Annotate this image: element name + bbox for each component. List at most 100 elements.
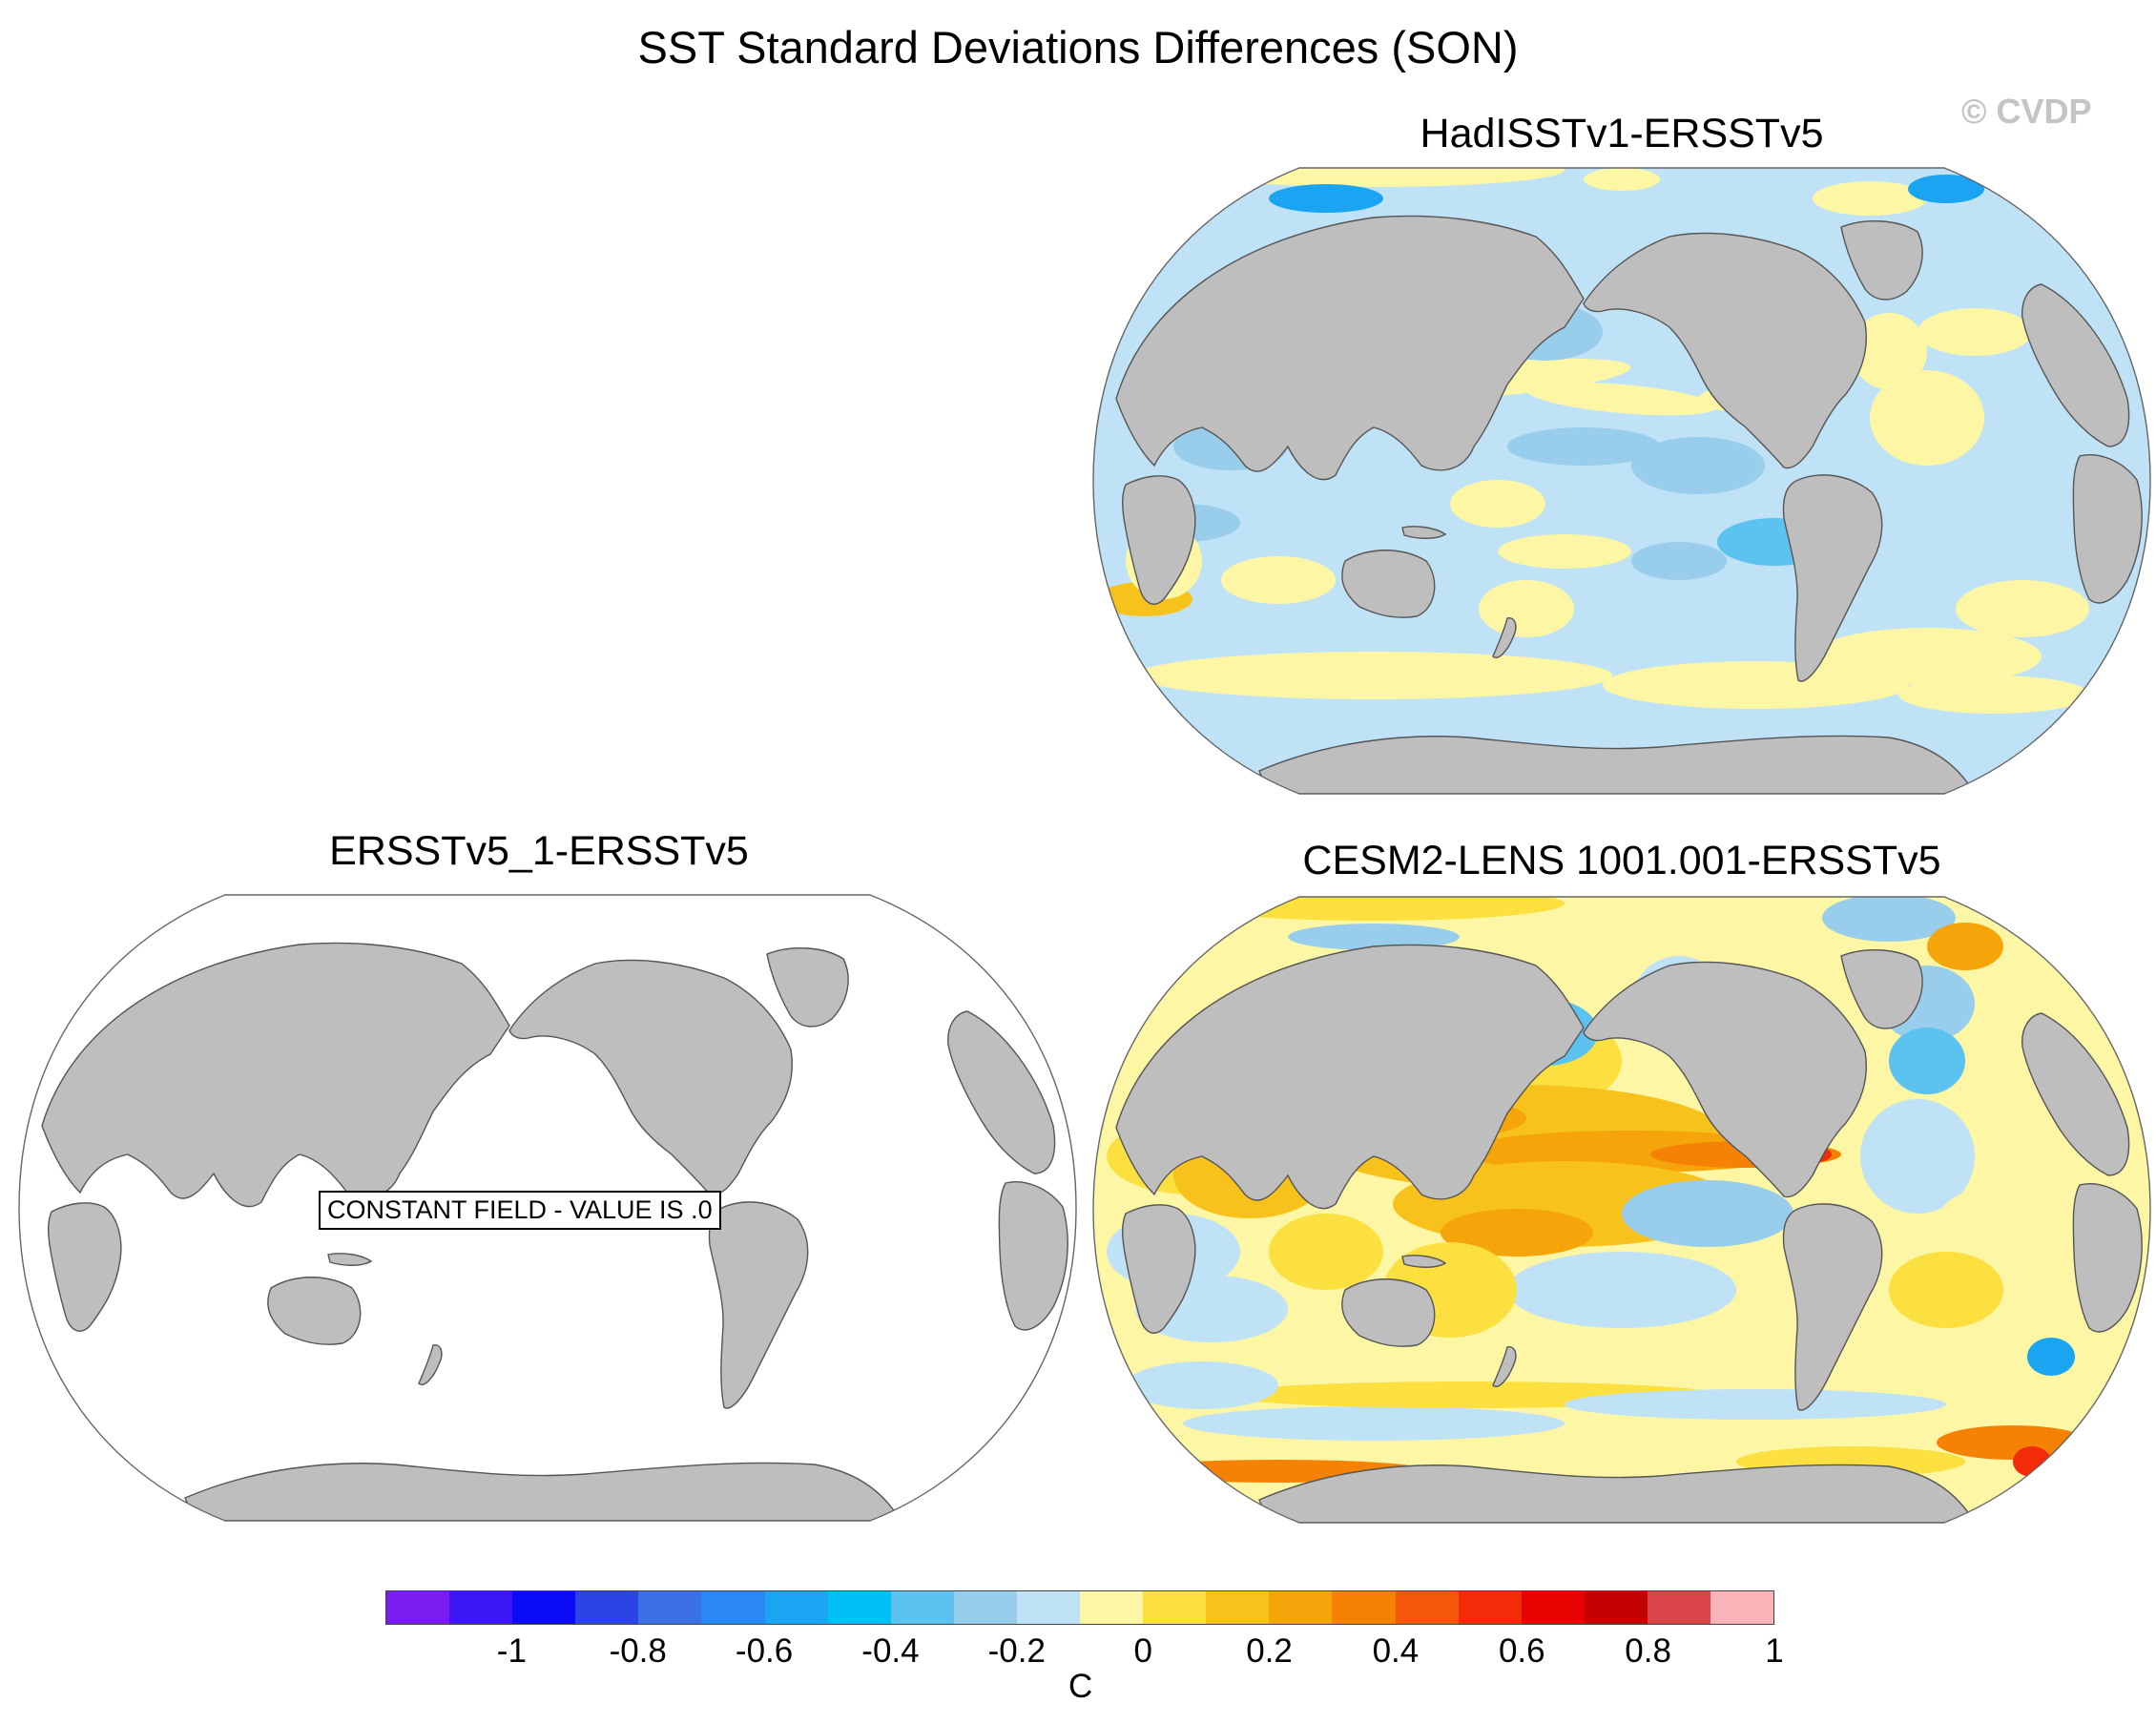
colorbar-tick: -0.4 [861, 1632, 920, 1670]
colorbar-bin [1584, 1591, 1648, 1624]
land-eurasia [1115, 215, 1585, 481]
land-north-america [508, 959, 793, 1196]
land-north-america [1583, 232, 1867, 469]
anomaly-contour [1269, 1214, 1383, 1290]
map-content [1093, 168, 2150, 794]
anomaly-contour [1603, 661, 1908, 709]
colorbar-tick: -1 [496, 1632, 527, 1670]
land-europe-east [2021, 1012, 2130, 1176]
anomaly-contour [1918, 308, 2032, 356]
anomaly-contour [1631, 437, 1765, 494]
colorbar-bin [1332, 1591, 1396, 1624]
figure-title: SST Standard Deviations Differences (SON… [637, 22, 1519, 73]
colorbar-bin [638, 1591, 702, 1624]
land-australia [267, 1277, 362, 1345]
copyright-watermark: © CVDP [1961, 92, 2092, 131]
colorbar-bin [575, 1591, 639, 1624]
colorbar-bin [1080, 1591, 1144, 1624]
anomaly-contour [2027, 1338, 2075, 1376]
anomaly-contour [1898, 675, 2089, 714]
land-new-zealand [418, 1344, 443, 1385]
colorbar-bin [764, 1591, 828, 1624]
anomaly-contour [1631, 542, 1727, 580]
land-new-zealand [1492, 1346, 1517, 1387]
land-greenland [766, 946, 849, 1028]
colorbar-tick: -0.2 [987, 1632, 1046, 1670]
anomaly-contour [1851, 313, 1927, 389]
anomaly-contour [1908, 175, 1984, 203]
colorbar-bin [1016, 1591, 1081, 1624]
anomaly-contour [1622, 1180, 1793, 1247]
anomaly-contour [1507, 427, 1660, 466]
colorbar-unit-label: C [1068, 1668, 1093, 1705]
anomaly-contour [1221, 556, 1336, 604]
land-antarctica [1258, 735, 1977, 794]
colorbar-tick: 0.8 [1625, 1632, 1671, 1670]
land-australia [1341, 1278, 1436, 1347]
panel-title-ersstv5-1: ERSSTv5_1-ERSSTv5 [329, 828, 749, 874]
anomaly-contour [1507, 1252, 1736, 1328]
land-south-america [1782, 1203, 1883, 1411]
anomaly-contour [1288, 924, 1460, 950]
anomaly-contour [1565, 1389, 1946, 1420]
anomaly-contour [1889, 1252, 2003, 1328]
colorbar-tick: -0.8 [609, 1632, 667, 1670]
anomaly-contour [1927, 923, 2003, 970]
anomaly-contour [1479, 580, 1574, 637]
anomaly-contour [1956, 580, 2089, 637]
colorbar-tick: 0 [1133, 1632, 1152, 1670]
constant-field-note: CONSTANT FIELD - VALUE IS .0 [319, 1191, 721, 1230]
map-border [18, 894, 1077, 1522]
colorbar-bin [1395, 1591, 1459, 1624]
land-greenland [1840, 219, 1923, 301]
land-antarctica [1258, 1464, 1977, 1523]
land-africa-east [2072, 1183, 2143, 1333]
panel-title-cesm2: CESM2-LENS 1001.001-ERSSTv5 [1302, 838, 1941, 883]
land-africa [1121, 475, 1196, 605]
anomaly-contour [1813, 628, 2042, 685]
map-content [1093, 897, 2150, 1523]
land-new-guinea [1401, 526, 1447, 539]
anomaly-contour [1937, 1185, 2070, 1261]
land-africa-east [2072, 454, 2143, 604]
map-panel-hadisst [1092, 167, 2151, 795]
colorbar-bin [1143, 1591, 1207, 1624]
colorbar-bin [386, 1591, 450, 1624]
colorbar-tick: 0.6 [1498, 1632, 1545, 1670]
anomaly-contour [1183, 1406, 1565, 1441]
land-africa [47, 1202, 122, 1332]
land-antarctica [184, 1462, 902, 1521]
colorbar-tick: 1 [1765, 1632, 1784, 1670]
land-new-guinea [1401, 1255, 1447, 1268]
land-south-america [1782, 474, 1883, 682]
map-panel-cesm2 [1092, 896, 2151, 1524]
land-europe-east [2021, 283, 2130, 447]
anomaly-contour [1870, 370, 1984, 466]
anomaly-contour [1126, 1361, 1278, 1409]
land-new-guinea [327, 1253, 373, 1266]
colorbar-bin [827, 1591, 891, 1624]
colorbar-bin [953, 1591, 1017, 1624]
colorbar-bin [449, 1591, 513, 1624]
colorbar-bin [1647, 1591, 1710, 1624]
colorbar-bin [1458, 1591, 1522, 1624]
colorbar-bin [1206, 1591, 1270, 1624]
land-new-zealand [1492, 617, 1517, 658]
land-south-america [708, 1201, 809, 1409]
land-africa [1121, 1204, 1196, 1334]
anomaly-contour [1498, 534, 1631, 569]
anomaly-contour [1584, 168, 1660, 191]
anomaly-contour [1889, 1028, 1965, 1094]
anomaly-contour [1450, 480, 1545, 528]
land-europe-east [947, 1010, 1056, 1174]
land-africa-east [998, 1181, 1068, 1331]
anomaly-contour [1269, 184, 1383, 213]
land-eurasia [1115, 944, 1585, 1210]
colorbar-tick: -0.6 [735, 1632, 794, 1670]
anomaly-contour [1526, 382, 1717, 416]
colorbar-bin [1269, 1591, 1333, 1624]
anomaly-contour [1441, 1209, 1593, 1257]
colorbar-tick: 0.4 [1372, 1632, 1420, 1670]
map-border [1092, 896, 2151, 1524]
map-border [1092, 167, 2151, 795]
